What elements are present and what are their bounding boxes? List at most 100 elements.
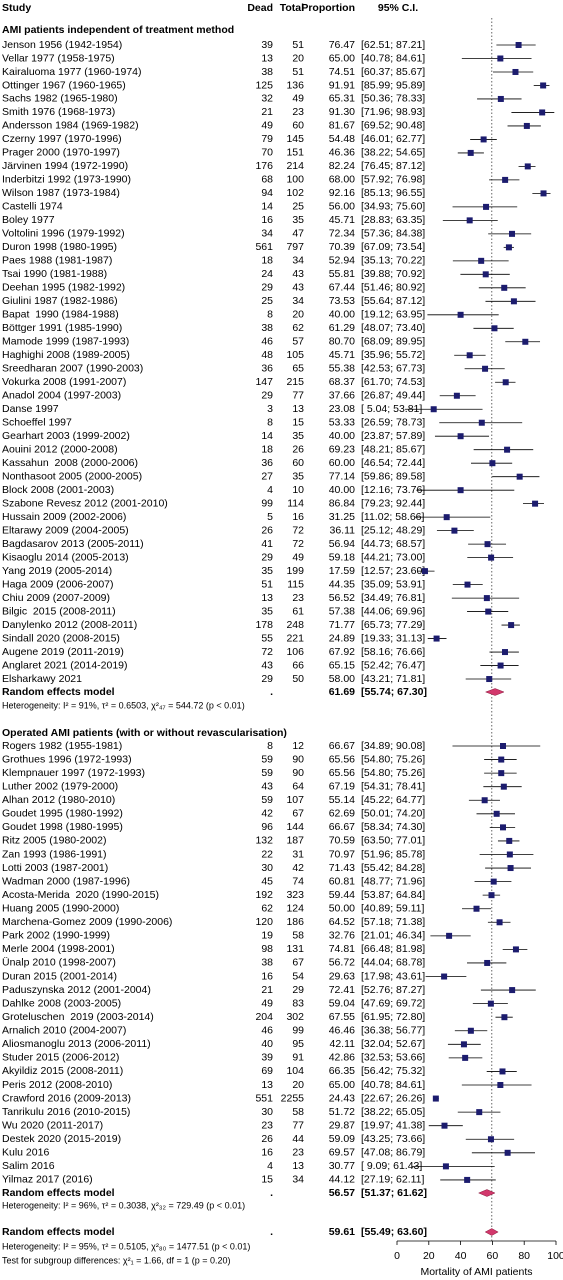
study-name: Klempnauer 1997 (1972-1993) xyxy=(2,767,145,779)
dead: 192 xyxy=(255,889,273,901)
proportion: 71.77 xyxy=(329,619,355,631)
total: 26 xyxy=(292,443,304,455)
total: 104 xyxy=(286,1065,304,1077)
study-marker xyxy=(457,487,464,494)
study-marker xyxy=(509,230,516,237)
x-tick-label: 20 xyxy=(423,1250,435,1262)
confidence-interval: [63.50; 77.01] xyxy=(361,835,425,847)
study-name: Szabone Revesz 2012 (2001-2010) xyxy=(2,497,168,509)
study-marker xyxy=(442,1163,449,1170)
study-marker xyxy=(478,257,485,264)
study-marker xyxy=(482,365,489,372)
study-name: Augene 2019 (2011-2019) xyxy=(2,646,124,658)
study-marker xyxy=(497,1082,504,1088)
study-name: Chiu 2009 (2007-2009) xyxy=(2,592,110,604)
proportion: 37.66 xyxy=(329,390,355,402)
confidence-interval: [51.46; 80.92] xyxy=(361,282,425,294)
proportion: 40.00 xyxy=(329,484,355,496)
total: 25 xyxy=(292,201,304,213)
study-name: Gearhart 2003 (1999-2002) xyxy=(2,430,130,442)
study-name: Bapat 1990 (1984-1988) xyxy=(2,309,119,321)
confidence-interval: [45.22; 64.77] xyxy=(361,794,425,806)
study-name: Danse 1997 xyxy=(2,403,59,415)
study-name: Bagdasarov 2013 (2005-2011) xyxy=(2,538,144,550)
proportion: 40.00 xyxy=(329,430,355,442)
confidence-interval: [56.42; 75.32] xyxy=(361,1065,425,1077)
total: 20 xyxy=(292,309,304,321)
total: 2255 xyxy=(281,1092,305,1104)
dead: 147 xyxy=(255,376,273,388)
study-name: Sachs 1982 (1965-1980) xyxy=(2,93,118,105)
proportion: 45.71 xyxy=(329,214,355,226)
total: 74 xyxy=(292,875,304,887)
dead: 46 xyxy=(261,1025,273,1037)
total: 115 xyxy=(287,578,304,590)
study-name: Zan 1993 (1986-1991) xyxy=(2,848,107,860)
proportion: 71.43 xyxy=(329,862,355,874)
total: 797 xyxy=(286,241,304,253)
dead: 29 xyxy=(261,282,273,294)
dead: 22 xyxy=(261,848,273,860)
study-name: Wilson 1987 (1973-1984) xyxy=(2,187,120,199)
dead: 40 xyxy=(261,1038,273,1050)
confidence-interval: [26.59; 78.73] xyxy=(361,417,425,429)
confidence-interval: [51.96; 85.78] xyxy=(361,848,425,860)
proportion: 46.46 xyxy=(329,1025,355,1037)
column-header: 95% C.I. xyxy=(378,2,418,14)
study-marker xyxy=(488,892,495,899)
total: 43 xyxy=(292,282,304,294)
dead: 59 xyxy=(261,794,273,806)
proportion: 69.57 xyxy=(329,1147,355,1159)
study-name: Destek 2020 (2015-2019) xyxy=(2,1133,121,1145)
study-name: Ottinger 1967 (1960-1965) xyxy=(2,79,126,91)
total: 145 xyxy=(286,133,304,145)
study-marker xyxy=(523,122,530,129)
proportion: 23.08 xyxy=(329,403,355,415)
dead: 8 xyxy=(267,309,273,321)
total: 221 xyxy=(286,632,304,644)
study-marker xyxy=(490,878,497,885)
proportion: 65.31 xyxy=(329,93,355,105)
dead: 38 xyxy=(261,66,273,78)
dead: 18 xyxy=(261,255,273,267)
proportion: 61.29 xyxy=(329,322,355,334)
total: 114 xyxy=(287,497,304,509)
confidence-interval: [40.89; 59.11] xyxy=(361,903,425,915)
proportion: 30.77 xyxy=(329,1160,355,1172)
proportion: 59.18 xyxy=(329,551,355,563)
study-marker xyxy=(500,743,507,749)
study-name: Voltolini 1996 (1979-1992) xyxy=(2,228,125,240)
confidence-interval: [57.18; 71.38] xyxy=(361,916,425,928)
confidence-interval: [44.06; 69.96] xyxy=(361,605,425,617)
confidence-interval: [55.64; 87.12] xyxy=(361,295,425,307)
proportion: 24.43 xyxy=(329,1092,355,1104)
dead: 132 xyxy=(255,835,273,847)
proportion: 65.00 xyxy=(329,52,355,64)
total: 199 xyxy=(286,565,304,577)
study-name: Luther 2002 (1979-2000) xyxy=(2,780,118,792)
proportion: 36.11 xyxy=(330,524,356,536)
confidence-interval: [35.09; 53.91] xyxy=(361,578,425,590)
study-name: Tanrikulu 2016 (2010-2015) xyxy=(2,1106,130,1118)
confidence-interval: [ 9.09; 61.43] xyxy=(361,1160,422,1172)
study-marker xyxy=(441,973,448,980)
confidence-interval: [19.33; 31.13] xyxy=(361,632,425,644)
study-name: Grothues 1996 (1972-1993) xyxy=(2,753,132,765)
study-name: Anadol 2004 (1997-2003) xyxy=(2,390,121,402)
study-name: Vellar 1977 (1958-1975) xyxy=(2,52,115,64)
confidence-interval: [52.76; 87.27] xyxy=(361,984,425,996)
proportion: 40.00 xyxy=(329,309,355,321)
dead: 204 xyxy=(255,1011,273,1023)
proportion: 67.55 xyxy=(329,1011,355,1023)
total: 215 xyxy=(286,376,304,388)
confidence-interval: [61.70; 74.53] xyxy=(361,376,425,388)
confidence-interval: [43.21; 71.81] xyxy=(361,673,425,685)
study-name: Deehan 1995 (1982-1992) xyxy=(2,282,125,294)
study-marker xyxy=(501,649,508,656)
proportion: 50.00 xyxy=(329,903,355,915)
total: 20 xyxy=(292,1079,304,1091)
summary-placeholder: . xyxy=(270,1187,273,1199)
dead: 99 xyxy=(261,497,273,509)
study-marker xyxy=(493,810,500,817)
